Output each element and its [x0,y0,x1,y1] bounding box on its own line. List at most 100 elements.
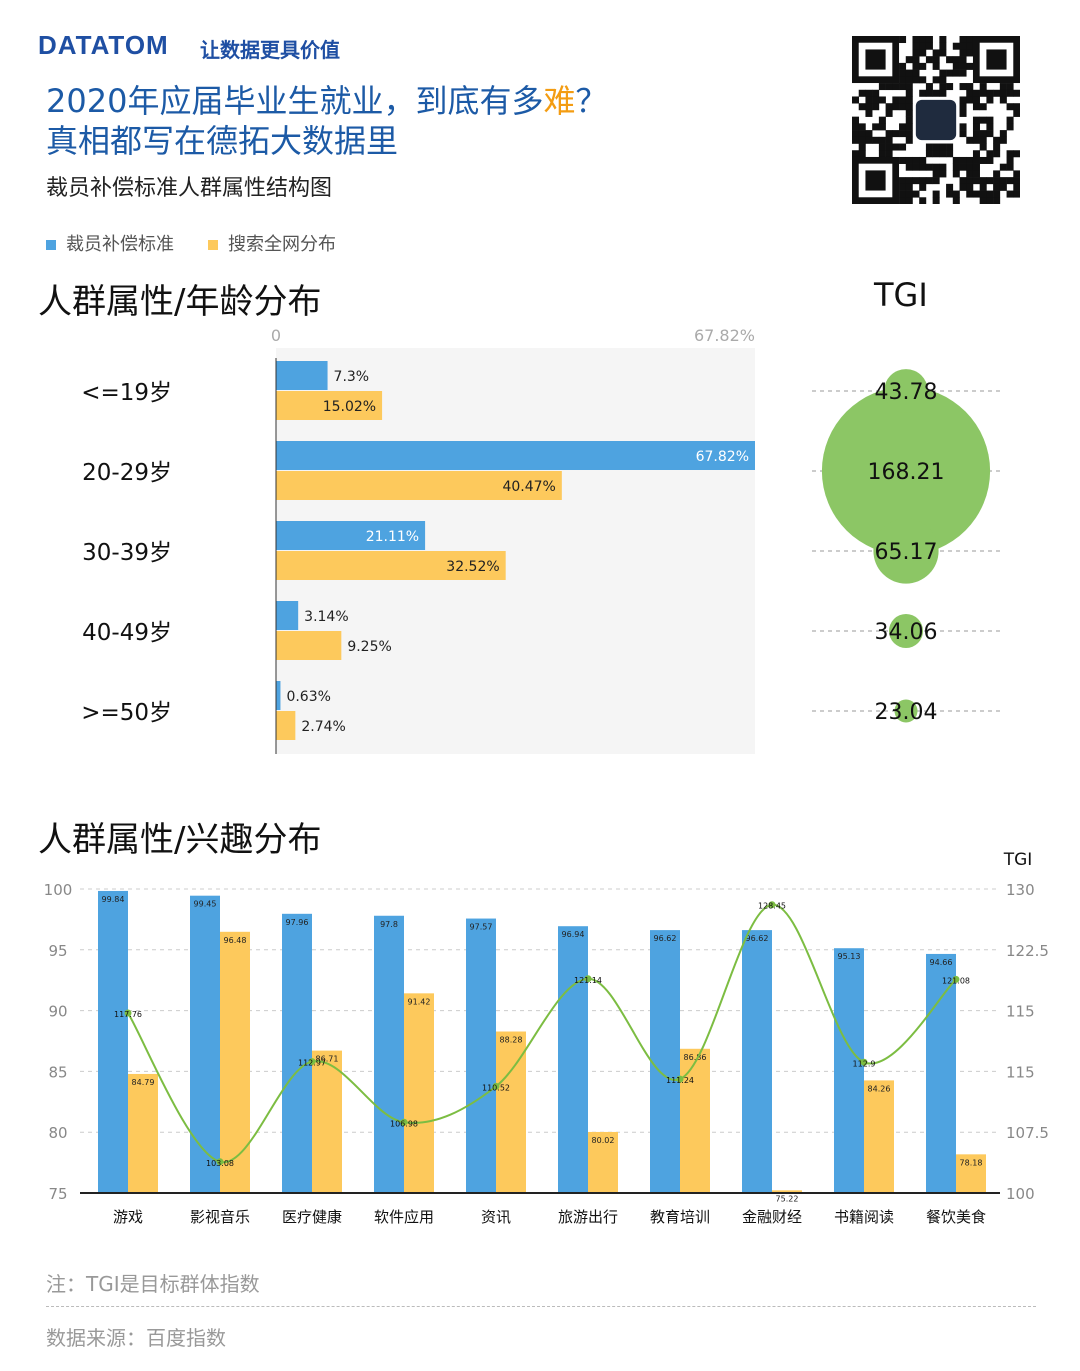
tgi-point [308,1058,316,1066]
footnote-tgi: 注：TGI是目标群体指数 [46,1272,260,1296]
qr-module [966,83,974,91]
qr-module [1006,116,1014,124]
y-tick-label: 85 [48,1063,67,1081]
qr-module [905,103,913,111]
qr-module [999,177,1007,185]
qr-module [959,69,967,77]
qr-module [878,116,886,124]
qr-module [986,89,994,97]
y-tick-label: 80 [48,1124,67,1142]
qr-module [865,109,873,117]
chart-subtitle: 裁员补偿标准人群属性结构图 [46,176,333,201]
qr-module [993,183,1001,191]
bar-search [956,1154,986,1193]
bar-data-label: 97.57 [470,923,493,932]
qr-module [959,103,967,111]
bar-data-label: 78.18 [960,1158,983,1167]
qr-module [959,109,967,117]
legend: 裁员补偿标准 搜索全网分布 [46,230,336,256]
bar-search [128,1073,158,1193]
bar-layoff [276,361,328,390]
qr-module [865,103,873,111]
qr-module [865,89,873,97]
qr-module [946,150,954,158]
qr-module [972,156,980,164]
qr-module [925,177,933,185]
qr-module [912,69,920,77]
bar-data-label: 3.14% [304,609,348,625]
qr-module [939,89,947,97]
qr-module [919,89,927,97]
bar-search [404,993,434,1193]
qr-module [979,136,987,144]
qr-module [932,62,940,70]
qr-module [972,170,980,178]
qr-module [919,42,927,50]
qr-module [905,190,913,198]
tgi-point-label: 111.24 [666,1076,694,1085]
qr-module [1013,150,1021,158]
qr-module [865,130,873,138]
qr-module [993,170,1001,178]
bar-data-label: 84.79 [132,1078,155,1087]
qr-module [872,89,880,97]
qr-module [905,130,913,138]
qr-module [1013,103,1021,111]
qr-module [979,183,987,191]
qr-module [1013,170,1021,178]
qr-module [919,177,927,185]
qr-module [986,190,994,198]
qr-module [885,103,893,111]
qr-module [925,36,933,44]
qr-module [999,96,1007,104]
bar-layoff [276,601,299,630]
title-text: 2020年应届毕业生就业，到底有多 [46,82,544,120]
qr-module [966,163,974,171]
qr-module [925,89,933,97]
bar-data-label: 15.02% [323,399,376,415]
qr-module [852,123,860,131]
tgi-value-label: 34.06 [875,620,938,645]
bar-data-label: 86.71 [316,1055,339,1064]
qr-module [979,197,987,205]
legend-label: 裁员补偿标准 [66,234,174,255]
tgi-point-label: 112.9 [853,1059,876,1068]
qr-module [972,116,980,124]
qr-module [858,136,866,144]
qr-module [892,143,900,151]
qr-module [885,130,893,138]
qr-module [919,49,927,57]
qr-module [1006,123,1014,131]
qr-module [932,150,940,158]
bar-data-label: 91.42 [408,997,431,1006]
bar-data-label: 84.26 [868,1084,891,1093]
qr-module [939,150,947,158]
bar-data-label: 97.96 [286,918,309,927]
qr-module [899,96,907,104]
qr-module [993,143,1001,151]
qr-module [899,183,907,191]
qr-module [959,130,967,138]
qr-module [972,96,980,104]
x-category-label: 资讯 [481,1208,511,1226]
qr-module [865,96,873,104]
qr-finder [865,170,886,191]
bar-data-label: 32.52% [446,559,499,575]
qr-module [966,96,974,104]
qr-module [993,150,1001,158]
qr-module [999,130,1007,138]
qr-module [946,183,954,191]
qr-module [905,136,913,144]
qr-module [899,83,907,91]
tgi-point-label: 112.97 [298,1059,326,1068]
qr-module [979,190,987,198]
bar-search [276,711,296,740]
bar-data-label: 2.74% [301,719,345,735]
logo-tagline: 让数据更具价值 [200,38,340,62]
bar-data-label: 9.25% [347,639,391,655]
bar-layoff [558,926,588,1193]
qr-module [899,36,907,44]
y2-tick-label: 115 [1006,1003,1035,1021]
tgi-point [676,1075,684,1083]
qr-module [972,150,980,158]
